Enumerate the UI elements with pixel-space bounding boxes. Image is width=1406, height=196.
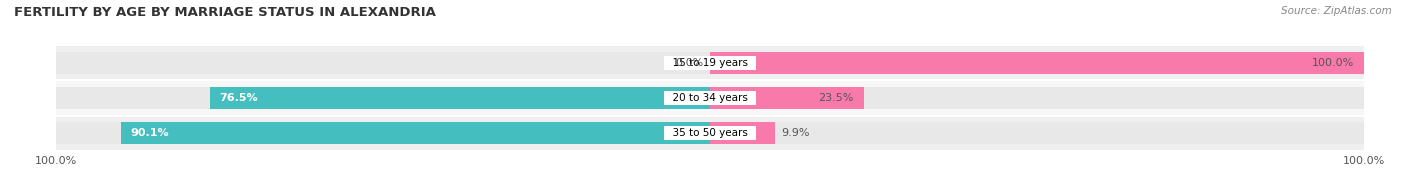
Text: 35 to 50 years: 35 to 50 years xyxy=(666,128,754,138)
Bar xyxy=(710,87,863,109)
Bar xyxy=(56,81,1364,115)
Text: 20 to 34 years: 20 to 34 years xyxy=(666,93,754,103)
Text: 23.5%: 23.5% xyxy=(818,93,853,103)
Bar xyxy=(56,122,1364,144)
Bar xyxy=(56,46,1364,79)
Text: Source: ZipAtlas.com: Source: ZipAtlas.com xyxy=(1281,6,1392,16)
Text: 9.9%: 9.9% xyxy=(782,128,810,138)
Text: 100.0%: 100.0% xyxy=(1312,58,1354,68)
Text: 90.1%: 90.1% xyxy=(131,128,169,138)
Bar xyxy=(710,52,1364,74)
Text: 76.5%: 76.5% xyxy=(219,93,259,103)
Bar xyxy=(121,122,710,144)
Bar xyxy=(710,122,775,144)
Text: 15 to 19 years: 15 to 19 years xyxy=(666,58,754,68)
Text: 0.0%: 0.0% xyxy=(675,58,703,68)
Bar xyxy=(56,52,1364,74)
Bar xyxy=(56,117,1364,150)
Text: FERTILITY BY AGE BY MARRIAGE STATUS IN ALEXANDRIA: FERTILITY BY AGE BY MARRIAGE STATUS IN A… xyxy=(14,6,436,19)
Bar xyxy=(56,87,1364,109)
Bar xyxy=(209,87,710,109)
